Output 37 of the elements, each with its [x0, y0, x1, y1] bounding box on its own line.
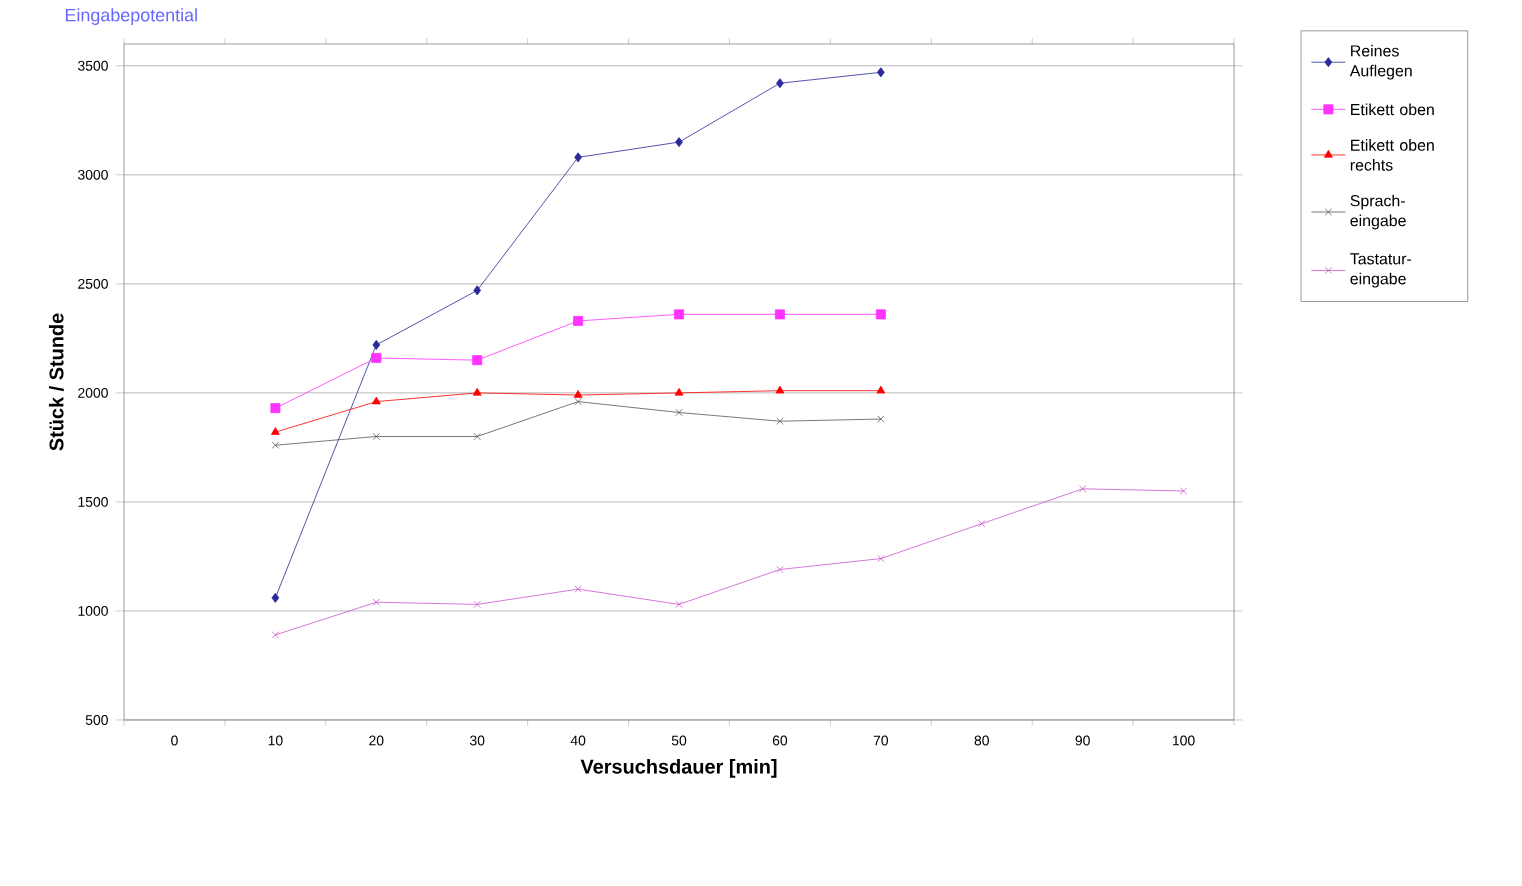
point: [371, 396, 381, 405]
point: [372, 598, 380, 606]
x-axis-title: Versuchsdauer [min]: [580, 759, 777, 778]
point: [776, 417, 784, 425]
point: [776, 565, 784, 574]
point: [875, 309, 886, 320]
point: [877, 554, 885, 563]
point: [473, 285, 482, 296]
point: [675, 600, 683, 609]
point: [574, 585, 582, 593]
point: [573, 390, 583, 398]
y-axis-title: Stück / Stunde: [48, 313, 64, 451]
point: [1079, 485, 1087, 493]
point: [472, 387, 482, 396]
point: [472, 355, 483, 366]
chart-title: Eingabepotential: [65, 8, 197, 25]
point: [674, 309, 684, 320]
point: [674, 387, 684, 396]
point: [573, 315, 584, 326]
point: [574, 397, 582, 406]
point: [271, 592, 280, 603]
point: [877, 67, 885, 78]
point: [675, 137, 683, 148]
point: [371, 353, 382, 363]
point: [270, 403, 281, 414]
point: [675, 408, 683, 417]
point: [775, 385, 785, 394]
point: [473, 432, 481, 441]
point: [473, 600, 481, 609]
point: [876, 385, 886, 394]
point: [776, 78, 784, 89]
point: [774, 309, 785, 320]
point: [372, 432, 380, 441]
point: [978, 520, 986, 528]
point: [574, 152, 582, 163]
point: [271, 427, 280, 435]
point: [372, 339, 381, 350]
